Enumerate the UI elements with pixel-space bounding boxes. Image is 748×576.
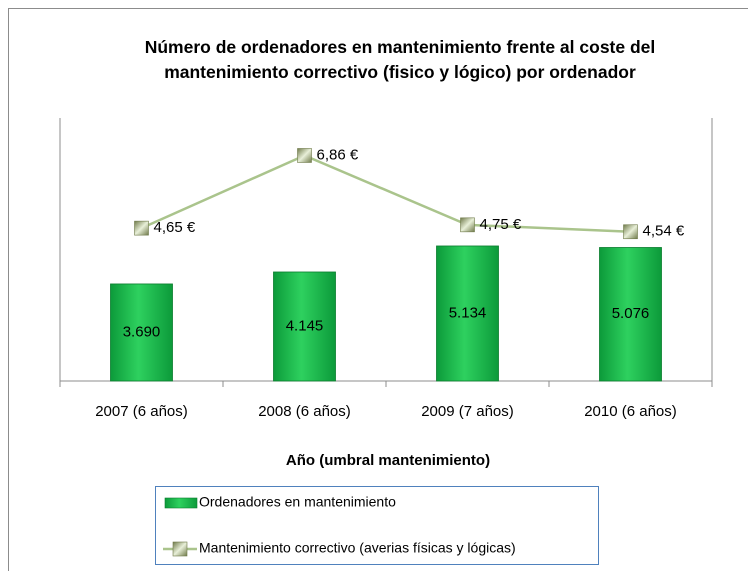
data-label: 4,65 €	[154, 219, 196, 236]
line-marker	[624, 225, 638, 239]
x-tick-label: 2007 (6 años)	[95, 403, 188, 420]
data-label: 3.690	[123, 323, 161, 340]
data-label: 4,75 €	[480, 216, 522, 233]
chart-title: Número de ordenadores en mantenimiento f…	[145, 37, 656, 82]
legend-marker	[173, 542, 187, 556]
x-tick-label: 2009 (7 años)	[421, 403, 514, 420]
x-tick-label: 2008 (6 años)	[258, 403, 351, 420]
data-label: 5.076	[612, 305, 650, 322]
data-label: 4,54 €	[643, 223, 685, 240]
line-marker	[135, 221, 149, 235]
legend-swatch	[165, 498, 197, 508]
legend-label: Ordenadores en mantenimiento	[199, 494, 396, 510]
x-tick-label: 2010 (6 años)	[584, 403, 677, 420]
data-label: 5.134	[449, 304, 487, 321]
legend-label: Mantenimiento correctivo (averias física…	[199, 540, 516, 556]
data-label: 4.145	[286, 317, 324, 334]
line-marker	[461, 218, 475, 232]
line	[142, 155, 631, 231]
line-marker	[298, 148, 312, 162]
x-axis-title: Año (umbral mantenimiento)	[286, 452, 490, 469]
data-label: 6,86 €	[317, 146, 359, 163]
